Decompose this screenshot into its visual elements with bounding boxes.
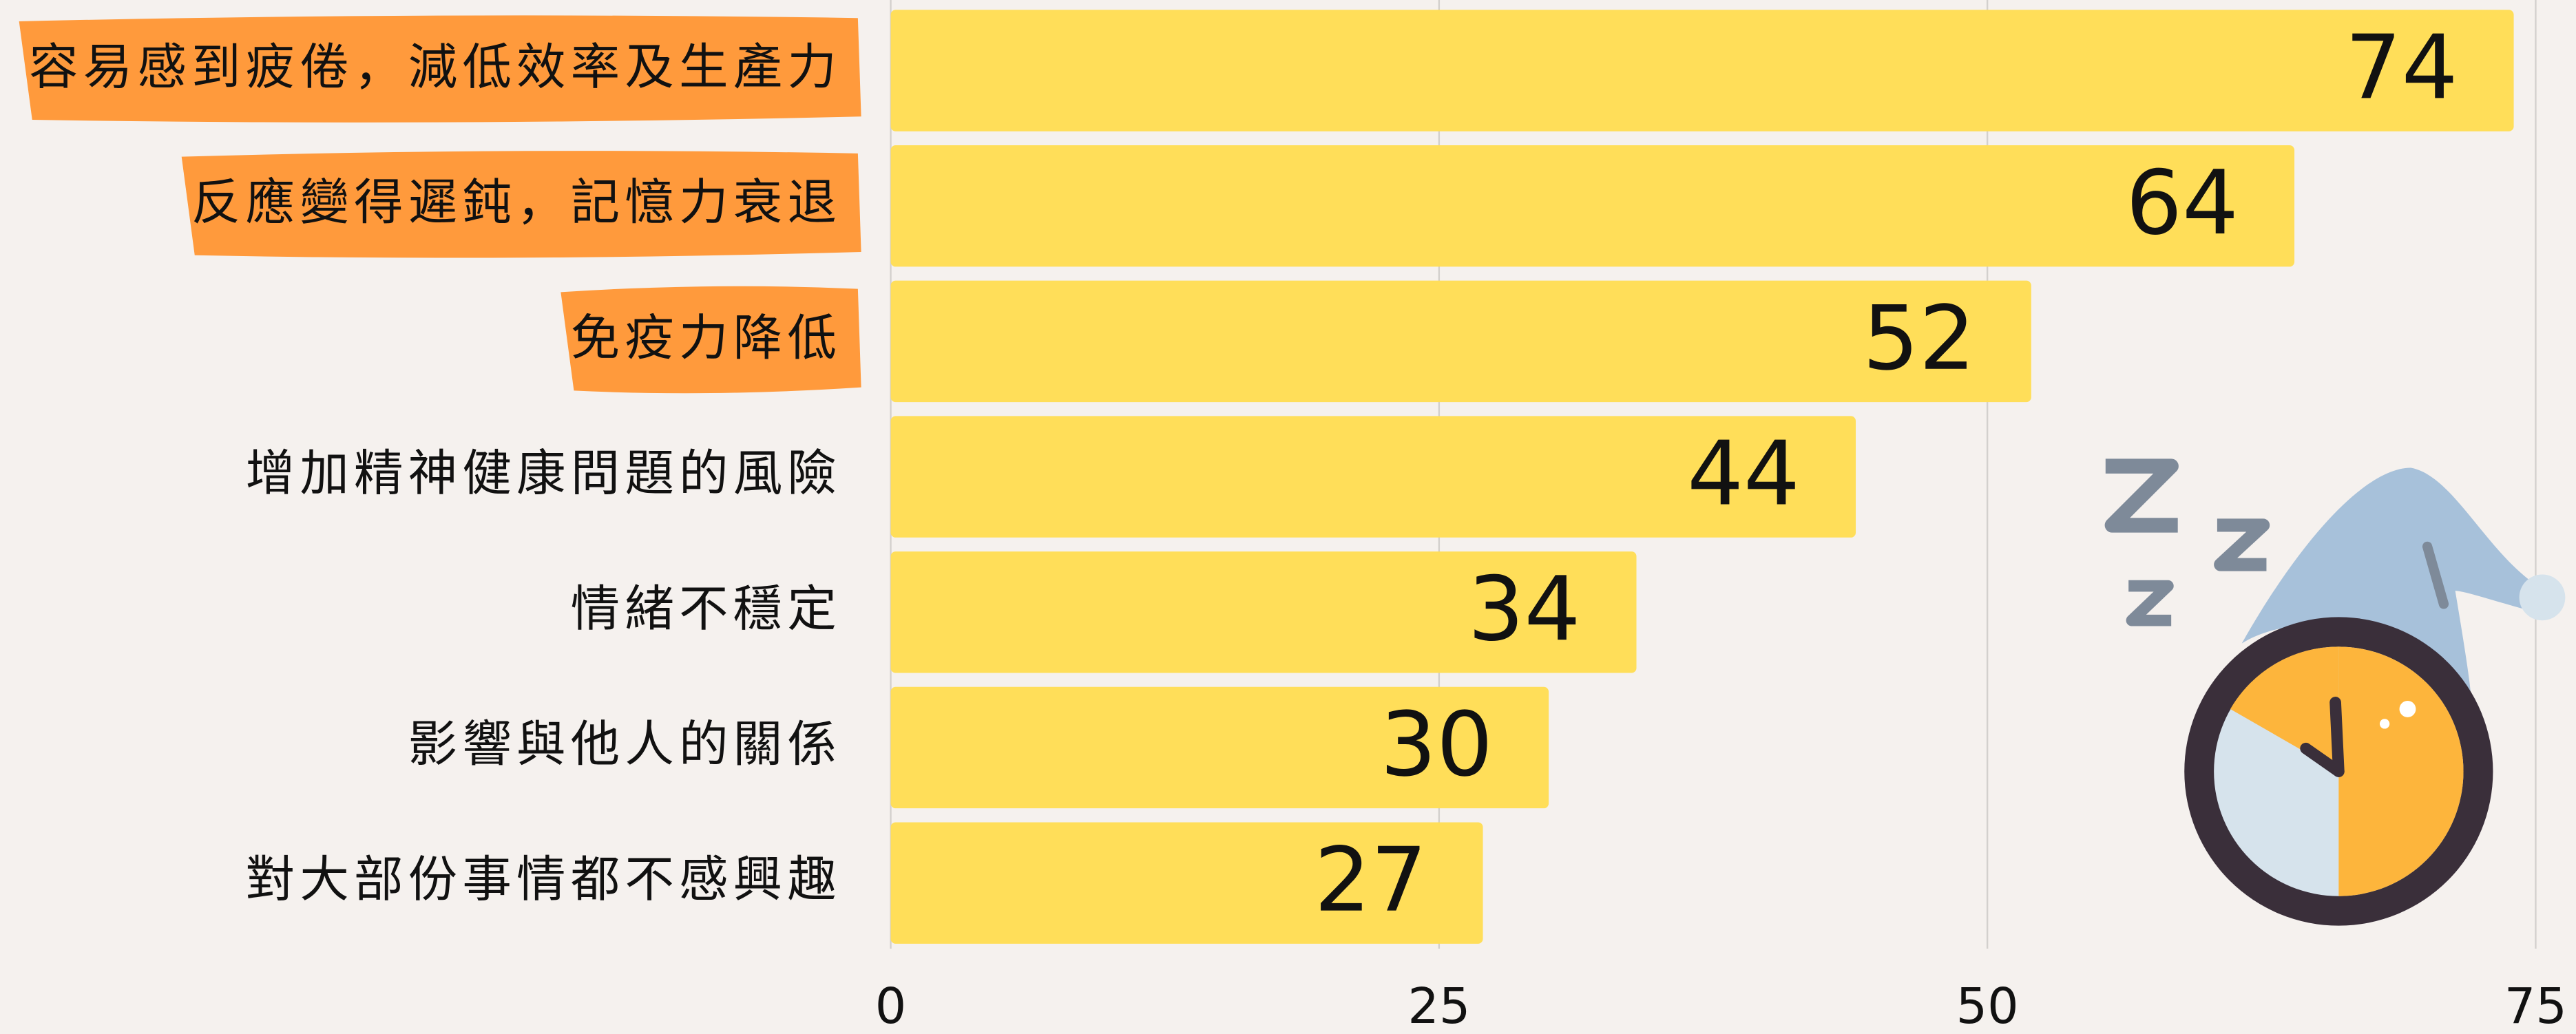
category-label: 免疫力降低	[571, 309, 841, 366]
value-label: 30	[1380, 694, 1493, 796]
cap-pompom	[2520, 574, 2566, 620]
x-tick-label: 0	[875, 978, 907, 1034]
clock-hand	[2336, 702, 2339, 771]
chart: 0 25 50 75 容易感到疲倦，減低效率及生產力 74 反應變得遲鈍，記憶力衰退 64 免疫…	[0, 0, 2576, 1034]
value-label: 44	[1687, 423, 1800, 526]
bar	[891, 281, 2031, 402]
value-label: 34	[1468, 558, 1581, 661]
category-label: 增加精神健康問題的風險	[246, 445, 841, 502]
bar	[891, 10, 2514, 131]
x-tick-label: 50	[1956, 978, 2019, 1034]
category-label: 反應變得遲鈍，記憶力衰退	[191, 174, 841, 231]
page: 0 25 50 75 容易感到疲倦，減低效率及生產力 74 反應變得遲鈍，記憶力衰退 64 免疫…	[0, 0, 2576, 1034]
category-label: 容易感到疲倦，減低效率及生產力	[29, 39, 841, 96]
category-label: 情緒不穩定	[571, 580, 841, 637]
shine	[2380, 719, 2389, 728]
category-label: 對大部份事情都不感興趣	[246, 851, 841, 908]
shine	[2400, 701, 2416, 717]
value-label: 52	[1863, 288, 1976, 390]
value-label: 64	[2126, 152, 2239, 255]
bar	[891, 145, 2295, 266]
value-label: 27	[1315, 830, 1427, 932]
category-label: 影響與他人的關係	[408, 716, 841, 773]
x-tick-label: 25	[1407, 978, 1470, 1034]
value-label: 74	[2345, 17, 2458, 119]
x-tick-label: 75	[2504, 978, 2567, 1034]
